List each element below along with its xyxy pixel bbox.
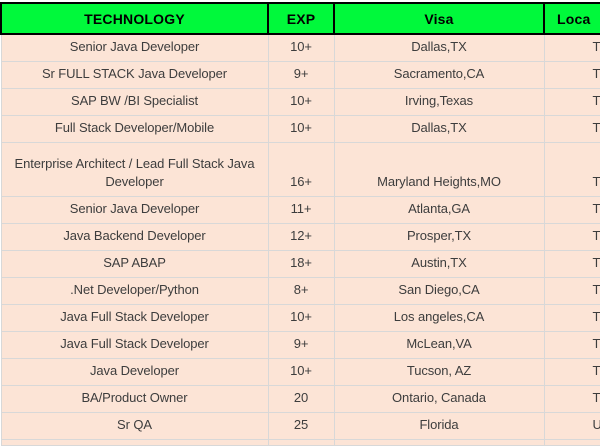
cell-visa: Ontario, Canada — [333, 384, 545, 413]
cell-location: T — [543, 357, 600, 386]
cell-technology: Sr QA — [0, 411, 269, 440]
table-row: Senior Java Developer 10+ Dallas,TX T — [0, 33, 600, 62]
cell-visa: Sacramento,CA — [333, 60, 545, 89]
table-row: Senior Java Developer 11+ Atlanta,GA T — [0, 195, 600, 224]
table-row: .Net Developer/Python 8+ San Diego,CA T — [0, 276, 600, 305]
cell-technology: Java Full Stack Developer — [0, 303, 269, 332]
table-row: BA/Product Owner 20 Ontario, Canada T — [0, 384, 600, 413]
cell-empty — [0, 438, 269, 446]
cell-technology: SAP ABAP — [0, 249, 269, 278]
table-row: SAP BW /BI Specialist 10+ Irving,Texas T — [0, 87, 600, 116]
cell-technology: BA/Product Owner — [0, 384, 269, 413]
cell-location: T — [543, 114, 600, 143]
table-row-partial — [0, 438, 600, 446]
table-header-row: TECHNOLOGY EXP Visa Loca — [0, 2, 600, 35]
cell-exp: 8+ — [267, 276, 335, 305]
cell-empty — [333, 438, 545, 446]
cell-location: T — [543, 141, 600, 197]
table-row: Sr FULL STACK Java Developer 9+ Sacramen… — [0, 60, 600, 89]
cell-exp: 16+ — [267, 141, 335, 197]
cell-technology: Java Developer — [0, 357, 269, 386]
cell-exp: 10+ — [267, 87, 335, 116]
cell-visa: Irving,Texas — [333, 87, 545, 116]
cell-technology: Senior Java Developer — [0, 195, 269, 224]
cell-visa: Los angeles,CA — [333, 303, 545, 332]
cell-location: T — [543, 60, 600, 89]
cell-visa: Austin,TX — [333, 249, 545, 278]
cell-exp: 18+ — [267, 249, 335, 278]
cell-location: T — [543, 276, 600, 305]
column-header-location: Loca — [543, 2, 600, 35]
cell-visa: Florida — [333, 411, 545, 440]
cell-exp: 20 — [267, 384, 335, 413]
cell-empty — [543, 438, 600, 446]
cell-location: T — [543, 87, 600, 116]
table-row: Enterprise Architect / Lead Full Stack J… — [0, 141, 600, 197]
cell-empty — [267, 438, 335, 446]
cell-visa: Dallas,TX — [333, 33, 545, 62]
cell-visa: Atlanta,GA — [333, 195, 545, 224]
table-row: Java Full Stack Developer 10+ Los angele… — [0, 303, 600, 332]
cell-exp: 11+ — [267, 195, 335, 224]
cell-visa: Maryland Heights,MO — [333, 141, 545, 197]
cell-exp: 10+ — [267, 357, 335, 386]
cell-exp: 10+ — [267, 303, 335, 332]
cell-technology: Java Full Stack Developer — [0, 330, 269, 359]
cell-visa: Dallas,TX — [333, 114, 545, 143]
cell-location: T — [543, 330, 600, 359]
table-row: Java Full Stack Developer 9+ McLean,VA T — [0, 330, 600, 359]
cell-technology: Senior Java Developer — [0, 33, 269, 62]
cell-location: T — [543, 303, 600, 332]
cell-exp: 10+ — [267, 114, 335, 143]
cell-visa: Tucson, AZ — [333, 357, 545, 386]
cell-location: T — [543, 249, 600, 278]
cell-technology: Enterprise Architect / Lead Full Stack J… — [0, 141, 269, 197]
cell-location: U — [543, 411, 600, 440]
table-row: Java Developer 10+ Tucson, AZ T — [0, 357, 600, 386]
cell-exp: 25 — [267, 411, 335, 440]
cell-technology: Java Backend Developer — [0, 222, 269, 251]
column-header-visa: Visa — [333, 2, 545, 35]
cell-exp: 9+ — [267, 330, 335, 359]
column-header-exp: EXP — [267, 2, 335, 35]
cell-technology: .Net Developer/Python — [0, 276, 269, 305]
cell-exp: 9+ — [267, 60, 335, 89]
table-row: SAP ABAP 18+ Austin,TX T — [0, 249, 600, 278]
cell-location: T — [543, 384, 600, 413]
cell-visa: McLean,VA — [333, 330, 545, 359]
cell-location: T — [543, 222, 600, 251]
table-row: Java Backend Developer 12+ Prosper,TX T — [0, 222, 600, 251]
cell-location: T — [543, 195, 600, 224]
cell-visa: Prosper,TX — [333, 222, 545, 251]
column-header-technology: TECHNOLOGY — [0, 2, 269, 35]
cell-exp: 10+ — [267, 33, 335, 62]
cell-technology: Full Stack Developer/Mobile — [0, 114, 269, 143]
table-row: Sr QA 25 Florida U — [0, 411, 600, 440]
cell-location: T — [543, 33, 600, 62]
cell-technology: SAP BW /BI Specialist — [0, 87, 269, 116]
cell-technology: Sr FULL STACK Java Developer — [0, 60, 269, 89]
cell-visa: San Diego,CA — [333, 276, 545, 305]
cell-exp: 12+ — [267, 222, 335, 251]
table-row: Full Stack Developer/Mobile 10+ Dallas,T… — [0, 114, 600, 143]
